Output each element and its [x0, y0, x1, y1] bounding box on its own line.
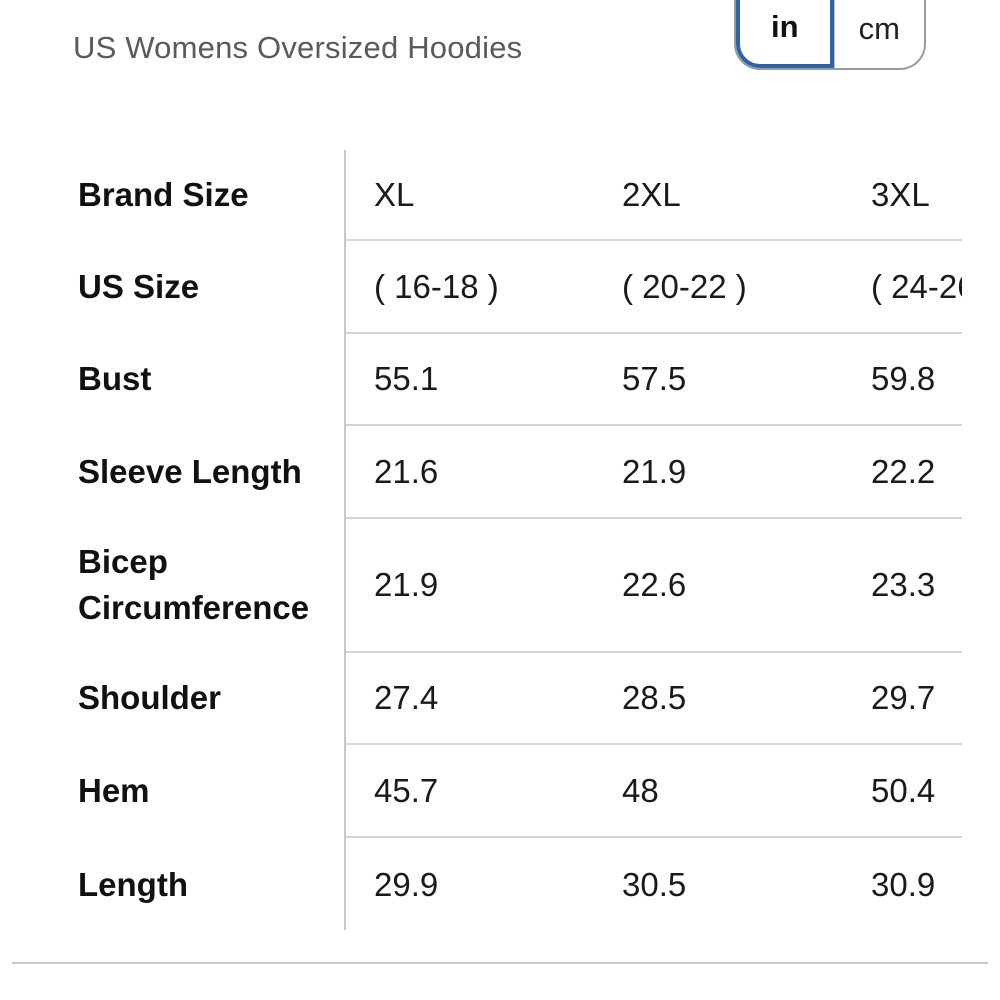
row-label: Shoulder: [62, 652, 346, 744]
table-cell: ( 24-26 ): [843, 240, 962, 334]
row-label: Hem: [62, 744, 346, 837]
table-row: Bust 55.1 57.5 59.8: [62, 333, 962, 426]
table-cell: 23.3: [843, 518, 962, 653]
table-row: Hem 45.7 48 50.4: [62, 744, 962, 838]
table-cell: ( 16-18 ): [345, 240, 594, 334]
table-cell: 50.4: [843, 744, 962, 838]
table-cell: XL: [345, 150, 594, 241]
table-cell: 22.2: [843, 425, 962, 519]
table-cell: 22.6: [594, 518, 843, 653]
row-label: Brand Size: [62, 150, 346, 240]
unit-inches-button[interactable]: in: [736, 0, 834, 68]
table-cell: 29.9: [374, 866, 439, 903]
table-cell: 28.5: [594, 652, 843, 745]
table-cell: 30.5: [622, 866, 687, 903]
table-cell: 48: [594, 744, 843, 838]
table-cell: 45.7: [345, 744, 594, 838]
table-cell: 29.7: [843, 652, 962, 745]
size-chart-table: Brand Size XL 2XL 3XL US Size ( 16-18 ) …: [62, 150, 962, 930]
table-cell: 21.9: [594, 425, 843, 519]
table-row: US Size ( 16-18 ) ( 20-22 ) ( 24-26 ): [62, 240, 962, 334]
table-cell: 21.9: [345, 518, 594, 653]
row-label: Length: [62, 837, 346, 930]
row-label: Bust: [62, 333, 346, 425]
size-chart-scroll-area[interactable]: Brand Size XL 2XL 3XL US Size ( 16-18 ) …: [62, 150, 962, 930]
table-cell: 55.1: [345, 333, 594, 426]
table-row: Brand Size XL 2XL 3XL: [62, 150, 962, 241]
table-cell: 57.5: [594, 333, 843, 426]
page-subtitle: US Womens Oversized Hoodies: [73, 30, 523, 65]
row-label: US Size: [62, 240, 346, 333]
table-cell: 59.8: [843, 333, 962, 426]
table-cell: 30.9: [871, 866, 936, 903]
table-cell: 21.6: [345, 425, 594, 519]
row-label: Sleeve Length: [62, 425, 346, 518]
table-row: Sleeve Length 21.6 21.9 22.2: [62, 425, 962, 519]
table-cell: 3XL: [843, 150, 962, 241]
bottom-divider: [12, 962, 988, 964]
table-row: Length 29.9 30.5 30.9: [62, 837, 962, 930]
unit-toggle: in cm: [734, 0, 926, 70]
table-cell: 27.4: [345, 652, 594, 745]
unit-centimeters-button[interactable]: cm: [833, 0, 925, 68]
table-row: Bicep Circumference 21.9 22.6 23.3: [62, 518, 962, 653]
table-cell: ( 20-22 ): [594, 240, 843, 334]
table-row: Shoulder 27.4 28.5 29.7: [62, 652, 962, 745]
row-label: Bicep Circumference: [62, 518, 346, 652]
table-cell: 2XL: [594, 150, 843, 241]
